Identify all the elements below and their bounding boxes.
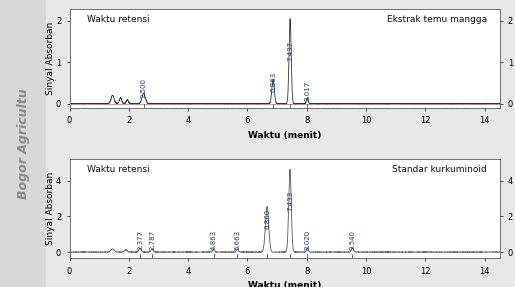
Text: 7.433: 7.433 [287, 190, 293, 211]
Text: 9.540: 9.540 [350, 230, 355, 250]
Text: Standar kurkuminoid: Standar kurkuminoid [392, 165, 487, 174]
Text: 4.863: 4.863 [211, 230, 217, 251]
Y-axis label: Sinyal Absorban: Sinyal Absorban [45, 22, 55, 95]
Text: 2.787: 2.787 [149, 230, 155, 251]
Text: Waktu retensi: Waktu retensi [87, 15, 149, 24]
Text: Ekstrak temu mangga: Ekstrak temu mangga [387, 15, 487, 24]
Text: 2.377: 2.377 [137, 230, 143, 250]
Text: 6.860: 6.860 [264, 209, 270, 229]
Text: 8.020: 8.020 [304, 230, 311, 250]
Text: 6.863: 6.863 [270, 71, 276, 92]
Text: Waktu retensi: Waktu retensi [87, 165, 149, 174]
Text: Bogor Agricultu: Bogor Agricultu [16, 88, 30, 199]
X-axis label: Waktu (menit): Waktu (menit) [248, 281, 321, 287]
Text: 8.017: 8.017 [304, 80, 310, 101]
Y-axis label: Sinyal Absorban: Sinyal Absorban [45, 172, 55, 245]
Text: 7.437: 7.437 [287, 41, 293, 61]
Text: 5.663: 5.663 [234, 230, 241, 251]
X-axis label: Waktu (menit): Waktu (menit) [248, 131, 321, 139]
Text: 2.500: 2.500 [141, 78, 147, 98]
